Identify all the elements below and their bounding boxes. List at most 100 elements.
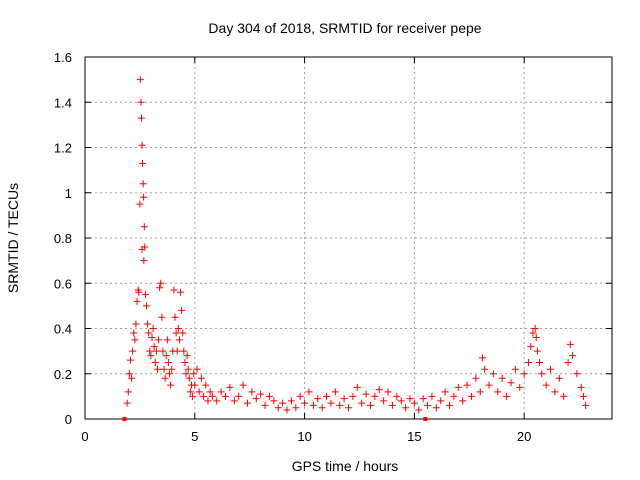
data-point [419, 395, 427, 403]
data-point [132, 320, 140, 328]
data-point [397, 397, 405, 405]
data-point [138, 245, 146, 253]
data-point [533, 347, 541, 355]
data-point [122, 417, 127, 421]
data-point [476, 388, 484, 396]
data-point [155, 336, 163, 344]
data-point [498, 374, 506, 382]
data-point [305, 388, 313, 396]
data-point [208, 392, 216, 400]
data-point [261, 401, 269, 409]
data-point [137, 98, 145, 106]
data-point [166, 370, 174, 378]
data-point [158, 313, 166, 321]
y-tick-label: 0 [65, 412, 72, 427]
data-point [142, 302, 150, 310]
data-point [185, 374, 193, 382]
data-point [358, 399, 366, 407]
data-point [274, 404, 282, 412]
data-point [568, 352, 576, 360]
data-point [287, 397, 295, 405]
data-point [204, 397, 212, 405]
data-point [137, 114, 145, 122]
data-point [582, 401, 590, 409]
data-point [150, 343, 158, 351]
data-point [178, 306, 186, 314]
data-point [520, 370, 528, 378]
data-point [564, 358, 572, 366]
data-point [145, 329, 153, 337]
data-point [239, 381, 247, 389]
data-point [144, 320, 152, 328]
data-point [485, 381, 493, 389]
data-point [252, 395, 260, 403]
data-point [265, 392, 273, 400]
data-point [175, 336, 183, 344]
data-point [230, 397, 238, 405]
plot-frame [84, 56, 613, 420]
data-point [213, 397, 221, 405]
data-point [131, 336, 139, 344]
data-point [489, 370, 497, 378]
data-point [217, 388, 225, 396]
y-tick-label: 0.8 [54, 231, 72, 246]
data-point [388, 401, 396, 409]
data-point [160, 365, 168, 373]
data-point [193, 365, 201, 373]
data-point [336, 401, 344, 409]
data-point [507, 379, 515, 387]
data-point [186, 388, 194, 396]
data-point [406, 395, 414, 403]
data-point [353, 383, 361, 391]
data-point [167, 381, 175, 389]
data-point [156, 284, 164, 292]
data-point [151, 358, 159, 366]
data-point [577, 383, 585, 391]
data-point [327, 399, 335, 407]
data-point [270, 397, 278, 405]
data-point [149, 325, 157, 332]
data-point [371, 392, 379, 400]
data-point [362, 390, 370, 398]
data-point [138, 141, 146, 149]
data-point [573, 370, 581, 378]
data-point [531, 325, 539, 332]
x-axis: 0 5 10 15 20 [81, 57, 531, 444]
data-point [136, 76, 144, 84]
data-point [184, 365, 192, 373]
data-point [206, 388, 214, 396]
data-point [551, 388, 559, 396]
data-point [152, 347, 160, 355]
data-point [467, 392, 475, 400]
data-point [296, 392, 304, 400]
data-point [226, 383, 234, 391]
data-point [179, 329, 187, 337]
data-point [375, 386, 383, 394]
y-tick-label: 1.4 [54, 95, 72, 110]
data-points [122, 76, 590, 421]
data-point [174, 325, 182, 332]
data-point [393, 392, 401, 400]
data-point [516, 383, 524, 391]
data-point [423, 417, 428, 421]
data-point [172, 329, 180, 337]
x-tick-label: 20 [517, 429, 531, 444]
data-point [432, 404, 440, 412]
data-point [164, 358, 172, 366]
data-point [283, 406, 291, 414]
data-point [529, 329, 537, 337]
data-point [494, 388, 502, 396]
y-axis-label: SRMTID / TECUs [5, 183, 21, 293]
data-point [309, 401, 317, 409]
data-point [503, 392, 511, 400]
y-tick-label: 0.4 [54, 322, 72, 337]
data-point [446, 401, 454, 409]
data-point [235, 392, 243, 400]
data-point [340, 395, 348, 403]
data-point [547, 365, 555, 373]
data-point [135, 288, 143, 296]
data-point [532, 334, 540, 342]
data-point [243, 399, 251, 407]
data-point [222, 392, 230, 400]
data-point [314, 395, 322, 403]
